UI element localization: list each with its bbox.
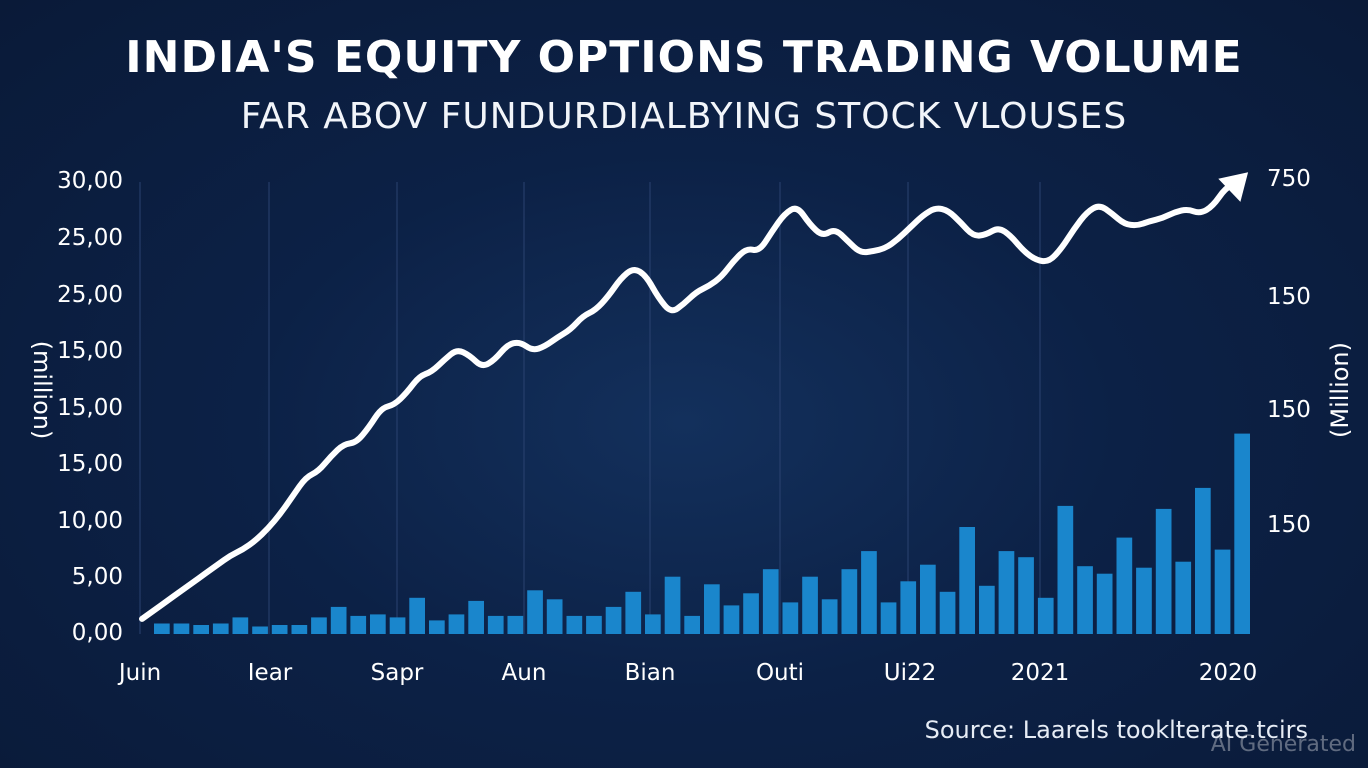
bar: [1018, 557, 1034, 634]
x-tick: Aun: [501, 660, 547, 686]
bar: [645, 614, 661, 634]
bar: [920, 564, 936, 634]
bar: [154, 623, 170, 634]
y-tick-left: 0,00: [71, 620, 123, 646]
x-tick: 2020: [1198, 660, 1258, 686]
bar: [782, 602, 799, 634]
bar: [586, 615, 602, 634]
bar: [625, 591, 642, 634]
watermark: AI Generated: [1210, 732, 1356, 757]
bar: [271, 625, 288, 634]
y-tick-left: 15,00: [57, 451, 123, 477]
bar: [664, 576, 681, 634]
bar: [311, 617, 327, 634]
bar: [1077, 566, 1093, 634]
x-tick: Bian: [624, 660, 676, 686]
bar: [507, 615, 524, 634]
y-tick-right: 150: [1267, 397, 1311, 423]
bar: [448, 614, 465, 634]
bar: [1155, 508, 1172, 634]
bar: [193, 625, 209, 634]
bar: [527, 590, 543, 634]
bar: [487, 615, 504, 634]
bar: [350, 615, 367, 634]
bar: [212, 623, 229, 634]
y-tick-right: 150: [1267, 284, 1311, 310]
options-volume-line: [139, 179, 1241, 622]
bar: [684, 615, 700, 634]
bar: [743, 593, 759, 634]
x-tick: 2021: [1010, 660, 1070, 686]
bar: [841, 569, 858, 634]
y-tick-right: 750: [1267, 166, 1311, 192]
bar: [291, 625, 308, 634]
bar: [605, 606, 622, 634]
bar: [704, 584, 720, 634]
y-tick-left: 30,00: [57, 168, 123, 194]
bar: [821, 599, 838, 634]
bar: [1057, 505, 1074, 634]
bar: [979, 585, 995, 634]
bar: [429, 620, 445, 634]
bar: [861, 551, 877, 634]
y-tick-left: 25,00: [57, 282, 123, 308]
bar: [173, 623, 190, 634]
bar: [1175, 561, 1192, 634]
bar: [232, 617, 249, 634]
bar: [389, 617, 406, 634]
bar: [802, 576, 818, 634]
x-tick: Juin: [118, 660, 162, 686]
bar: [959, 527, 975, 634]
bar: [939, 591, 956, 634]
chart-subtitle: FAR ABOV FUNDURDIALBYING STOCK VLOUSES: [240, 96, 1128, 137]
bar: [1096, 573, 1113, 634]
bar: [1136, 567, 1152, 634]
x-tick: Outi: [755, 660, 805, 686]
bar: [880, 602, 897, 634]
bar: [1234, 433, 1250, 634]
y-tick-left: 15,00: [57, 395, 123, 421]
bar: [370, 614, 386, 634]
bar: [468, 600, 484, 634]
source-note: Source: Laarels tooklterate.tcirs: [924, 716, 1308, 744]
y-tick-left: 5,00: [71, 564, 123, 590]
bar: [1116, 537, 1133, 634]
bar: [1195, 487, 1211, 634]
bar: [252, 626, 268, 634]
bar: [1214, 549, 1231, 634]
bar: [900, 581, 917, 634]
chart-title: INDIA'S EQUITY OPTIONS TRADING VOLUME: [125, 32, 1243, 83]
bar: [998, 551, 1015, 634]
y-tick-left: 15,00: [57, 338, 123, 364]
bar: [1037, 597, 1054, 634]
bar: [330, 606, 347, 634]
bar: [409, 597, 425, 634]
x-tick: Iear: [247, 660, 293, 686]
bar: [546, 599, 563, 634]
y-tick-left: 10,00: [57, 508, 123, 534]
bar: [723, 605, 740, 634]
bar: [566, 615, 583, 634]
y-tick-left: 25,00: [57, 225, 123, 251]
x-tick: Ui22: [883, 660, 937, 686]
arrow-head-icon: [1218, 172, 1249, 202]
x-tick: Sapr: [370, 660, 424, 686]
bar: [762, 569, 779, 634]
y-tick-right: 150: [1267, 512, 1311, 538]
